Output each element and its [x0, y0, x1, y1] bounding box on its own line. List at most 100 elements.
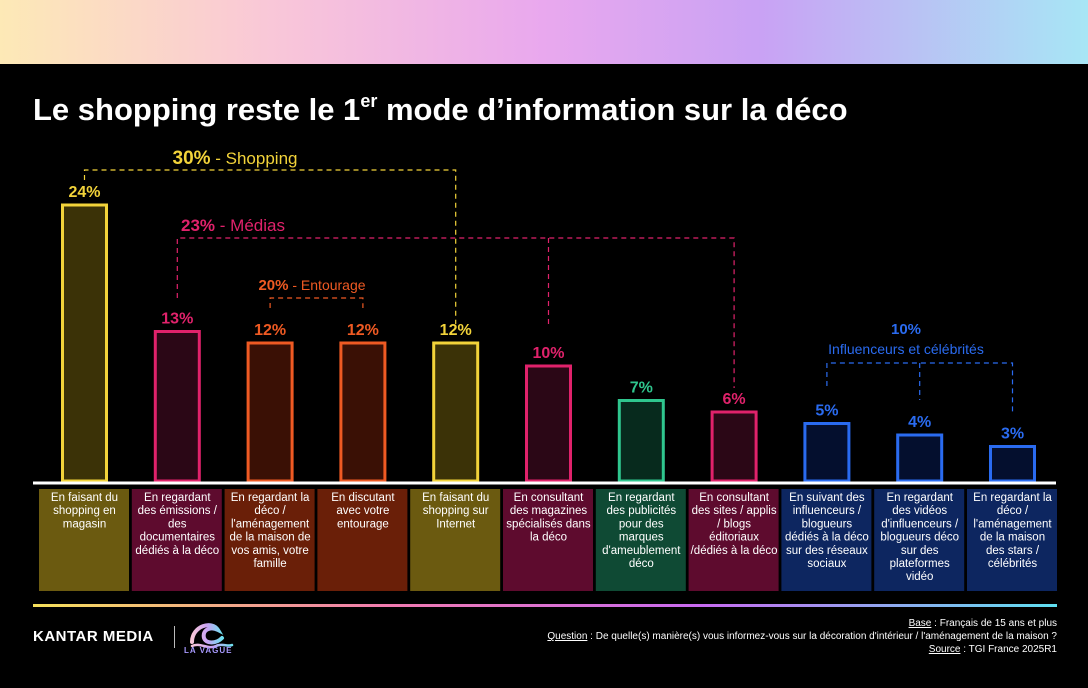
category-box-9: [781, 489, 872, 591]
category-label-5-line-1: En faisant du: [422, 492, 489, 504]
category-label-10-line-4: blogueurs déco: [880, 532, 959, 544]
category-label-3-line-5: vos amis, votre: [231, 545, 308, 557]
category-label-11-line-3: l'aménagement: [973, 518, 1052, 530]
category-label-6-line-4: la déco: [530, 532, 567, 544]
bar-value-label-6: 10%: [532, 345, 564, 362]
bar-value-label-7: 7%: [630, 380, 653, 397]
category-label-3-line-1: En regardant la: [231, 492, 310, 504]
category-box-11: [967, 489, 1057, 591]
category-label-8-line-2: des sites / applis: [692, 505, 777, 517]
top-gradient-band: [0, 0, 1088, 64]
category-label-9-line-6: sociaux: [807, 558, 846, 570]
category-box-5: [410, 489, 501, 591]
category-label-6-line-3: spécialisés dans: [506, 518, 591, 530]
category-box-3: [224, 489, 315, 591]
footer-gradient-line: [33, 604, 1057, 607]
la-vague-logo-text: LA VAGUE: [184, 646, 233, 655]
bar-value-label-11: 3%: [1001, 426, 1024, 443]
bar-value-label-8: 6%: [723, 391, 746, 408]
influenceurs-group-name: Influenceurs et célébrités: [828, 341, 984, 357]
medias-bracket: [176, 237, 735, 388]
category-label-10-line-2: des vidéos: [892, 505, 947, 517]
category-label-1-line-1: En faisant du: [51, 492, 118, 504]
kantar-media-logo: KANTAR MEDIA: [33, 628, 154, 645]
bar-1: [61, 203, 108, 483]
category-label-8-line-3: / blogs: [717, 518, 751, 530]
bar-5: [432, 341, 480, 483]
category-label-11-line-4: de la maison: [980, 532, 1045, 544]
bar-9: [803, 422, 851, 483]
category-label-10-line-1: En regardant: [886, 492, 953, 504]
entourage-bracket: [269, 297, 364, 308]
footnote-base: Base : Français de 15 ans et plus: [908, 618, 1057, 629]
footnote: Base : Français de 15 ans et plus Questi…: [547, 617, 1057, 656]
bar-7: [617, 399, 665, 483]
category-label-9-line-2: influenceurs /: [793, 505, 862, 517]
bar-3: [246, 341, 294, 483]
bar-value-label-4: 12%: [347, 322, 379, 339]
category-label-4-line-3: entourage: [337, 518, 389, 530]
logo-divider: [174, 626, 175, 648]
bar-value-label-3: 12%: [254, 322, 286, 339]
category-label-2-line-2: des émissions /: [138, 505, 218, 517]
footnote-source: Source : TGI France 2025R1: [928, 644, 1057, 655]
category-label-7-line-4: marques: [619, 532, 664, 544]
category-label-3-line-4: de la maison de: [229, 532, 310, 544]
category-label-10-line-7: vidéo: [906, 571, 934, 583]
category-label-10-line-6: plateformes: [890, 558, 950, 570]
category-label-7-line-2: des publicités: [606, 505, 676, 517]
category-label-1-line-2: shopping en: [53, 505, 116, 517]
category-label-7-line-1: En regardant: [608, 492, 675, 504]
category-label-11-line-6: célébrités: [988, 558, 1037, 570]
bar-value-label-2: 13%: [161, 311, 193, 328]
category-label-11-line-1: En regardant la: [973, 492, 1052, 504]
shopping-group-label: 30% - Shopping: [173, 148, 298, 169]
category-label-4-line-1: En discutant: [331, 492, 395, 504]
footnote-question: Question : De quelle(s) manière(s) vous …: [547, 631, 1057, 642]
category-label-1-line-3: magasin: [63, 518, 106, 530]
medias-group-label: 23% - Médias: [181, 216, 285, 235]
category-label-8-line-5: /dédiés à la déco: [691, 545, 778, 557]
category-box-8: [688, 489, 779, 591]
bar-value-label-10: 4%: [908, 414, 931, 431]
page-title: Le shopping reste le 1er mode d’informat…: [33, 90, 848, 127]
category-label-8-line-4: éditoriaux: [709, 532, 759, 544]
bar-11: [989, 445, 1036, 483]
category-label-6-line-2: des magazines: [510, 505, 588, 517]
category-label-3-line-3: l'aménagement: [231, 518, 310, 530]
category-box-10: [874, 489, 965, 591]
category-box-1: [39, 489, 129, 591]
category-label-10-line-5: sur des: [901, 545, 939, 557]
category-label-7-line-5: d'ameublement: [602, 545, 681, 557]
shopping-bracket: [83, 169, 457, 324]
category-label-9-line-1: En suivant des: [789, 492, 865, 504]
bar-value-label-5: 12%: [440, 322, 472, 339]
influenceurs-group-total: 10%: [891, 321, 921, 338]
bar-10: [896, 433, 944, 483]
category-label-9-line-3: blogueurs: [802, 518, 853, 530]
category-label-2-line-4: documentaires: [140, 532, 216, 544]
category-label-5-line-2: shopping sur: [423, 505, 489, 517]
category-box-2: [131, 489, 222, 591]
category-label-10-line-3: d'influenceurs /: [881, 518, 959, 530]
category-label-5-line-3: Internet: [436, 518, 476, 530]
category-label-6-line-1: En consultant: [514, 492, 584, 504]
category-label-3-line-2: déco /: [254, 505, 286, 517]
bar-6: [525, 364, 572, 483]
category-label-7-line-3: pour des: [619, 518, 664, 530]
entourage-group-label: 20% - Entourage: [258, 277, 365, 294]
category-label-11-line-5: des stars /: [986, 545, 1040, 557]
category-label-11-line-2: déco /: [997, 505, 1029, 517]
category-label-8-line-1: En consultant: [699, 492, 769, 504]
category-label-2-line-3: des: [168, 518, 187, 530]
bar-4: [339, 341, 387, 483]
category-box-4: [317, 489, 408, 591]
category-label-7-line-6: déco: [629, 558, 654, 570]
la-vague-logo-icon: [190, 623, 234, 649]
category-label-9-line-5: sur des réseaux: [786, 545, 868, 557]
category-label-9-line-4: dédiés à la déco: [785, 532, 869, 544]
bar-8: [710, 410, 758, 483]
category-label-2-line-5: dédiés à la déco: [135, 545, 219, 557]
category-box-6: [503, 489, 593, 591]
